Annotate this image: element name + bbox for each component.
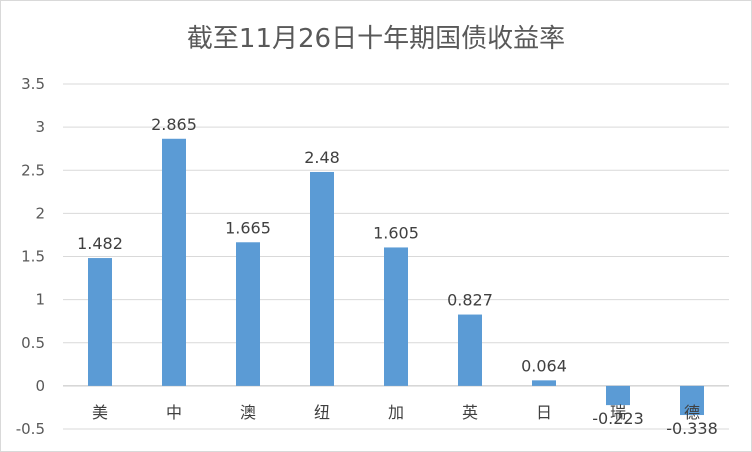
y-axis-tick-labels: -0.5 0 0.5 1 1.5 2 2.5 3 3.5	[16, 75, 45, 438]
category-label: 美	[92, 403, 108, 422]
data-label: 0.064	[521, 356, 567, 375]
data-label: 1.482	[77, 234, 123, 253]
y-tick-label: 1	[35, 291, 45, 309]
category-label: 纽	[314, 403, 330, 422]
y-tick-label: 2.5	[21, 161, 45, 179]
y-tick-label: -0.5	[16, 420, 45, 438]
data-label: -0.338	[666, 419, 718, 438]
y-tick-label: 1.5	[21, 248, 45, 266]
bar	[162, 138, 186, 386]
category-label: 加	[388, 403, 404, 422]
bar	[88, 258, 112, 386]
bar	[310, 171, 334, 386]
bars	[88, 138, 704, 416]
category-label: 日	[536, 403, 552, 422]
bar	[236, 242, 260, 386]
data-label: 1.605	[373, 223, 419, 242]
category-label: 英	[462, 403, 478, 422]
data-label: 2.48	[304, 148, 340, 167]
bar	[532, 380, 556, 386]
y-tick-label: 0	[35, 377, 45, 395]
y-tick-label: 3.5	[21, 75, 45, 93]
data-label: 2.865	[151, 115, 197, 134]
category-label: 瑞	[610, 403, 626, 422]
y-tick-label: 0.5	[21, 334, 45, 352]
y-tick-label: 2	[35, 204, 45, 222]
chart-title: 截至11月26日十年期国债收益率	[187, 24, 565, 54]
bar	[458, 314, 482, 386]
y-tick-label: 3	[35, 118, 45, 136]
data-label: 0.827	[447, 291, 493, 310]
data-label: 1.665	[225, 218, 271, 237]
data-labels: 1.482 2.865 1.665 2.48 1.605 0.827 0.064 -0.223…	[77, 115, 718, 438]
bar	[680, 385, 704, 416]
category-labels: 美中澳纽加英日瑞德	[92, 403, 700, 422]
category-label: 中	[166, 403, 182, 422]
category-label: 德	[684, 403, 700, 422]
data-label: -0.223	[592, 409, 644, 428]
bar	[384, 247, 408, 386]
category-label: 澳	[240, 403, 256, 422]
bar	[606, 385, 630, 406]
